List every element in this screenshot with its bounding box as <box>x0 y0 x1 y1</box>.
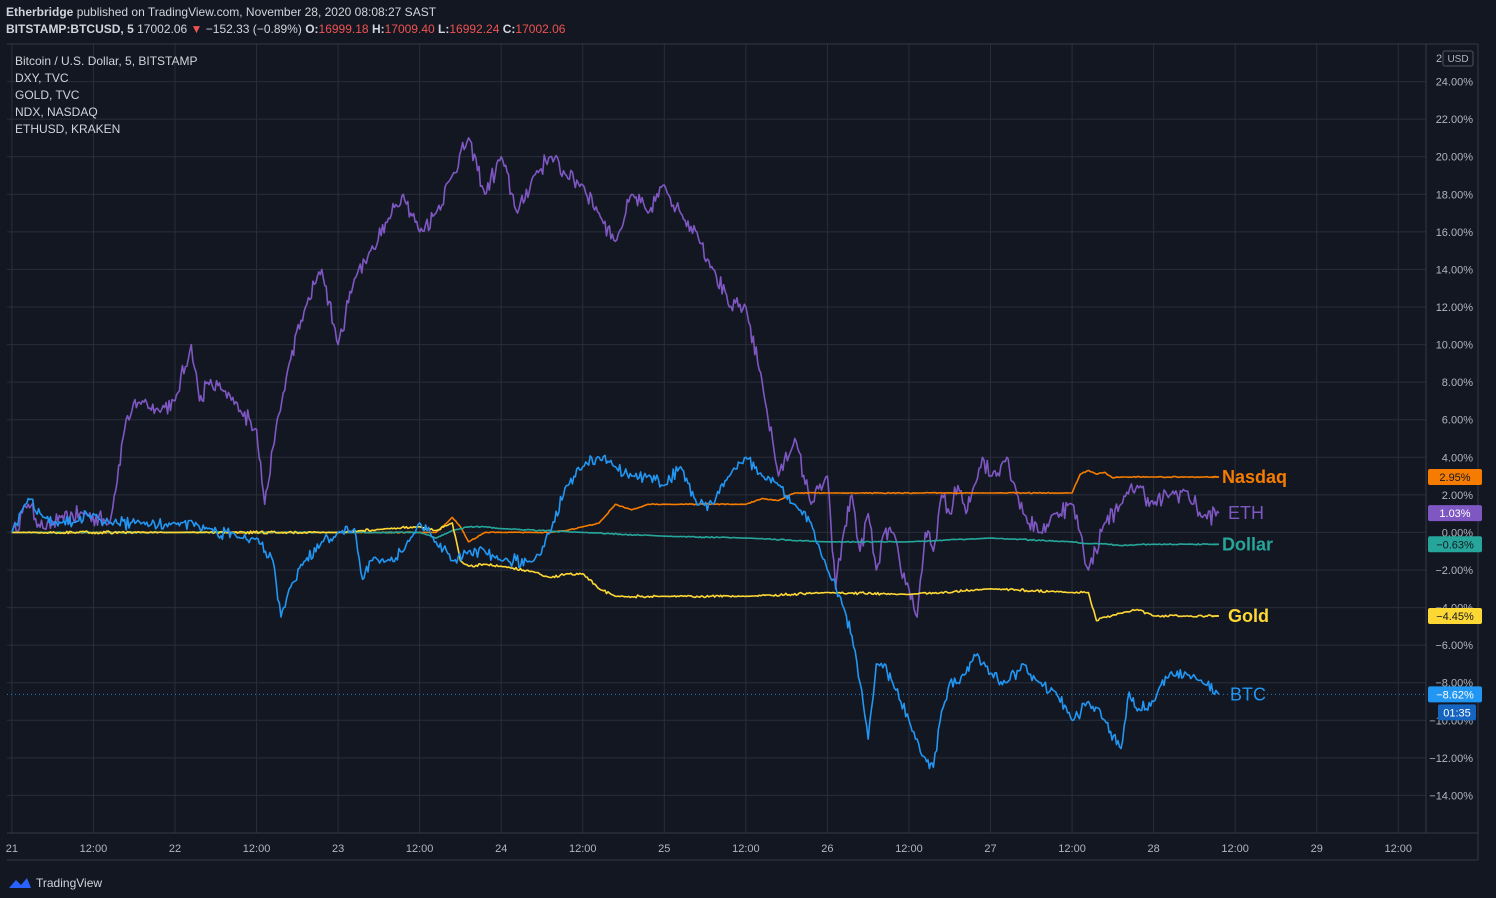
low-label: L: <box>438 22 450 36</box>
open-value: 16999.18 <box>318 22 369 36</box>
price-badge-btc: −8.62% <box>1436 689 1474 701</box>
tradingview-footer[interactable]: TradingView <box>8 876 102 890</box>
last-price: 17002.06 <box>137 22 188 36</box>
y-tick-label-6: 12.00% <box>1436 302 1474 314</box>
y-tick-label-3: 18.00% <box>1436 189 1474 201</box>
legend-item-dxy[interactable]: DXY, TVC <box>15 71 69 85</box>
legend-item-ndx[interactable]: NDX, NASDAQ <box>15 105 98 119</box>
price-badge-box-gold <box>1428 608 1482 625</box>
series-name-label-btc: BTC <box>1230 684 1266 704</box>
btc-countdown-box <box>1438 704 1476 721</box>
y-tick-label-19: −14.00% <box>1429 790 1473 802</box>
y-tick-label-8: 8.00% <box>1442 377 1473 389</box>
y-tick-label-11: 2.00% <box>1442 490 1473 502</box>
y-tick-label-18: −12.00% <box>1429 753 1473 765</box>
y-tick-label-15: −6.00% <box>1435 640 1473 652</box>
y-tick-label-4: 16.00% <box>1436 227 1474 239</box>
y-tick-label-2: 20.00% <box>1436 152 1474 164</box>
btc-countdown-badge: 01:35 <box>1443 707 1471 719</box>
high-value: 17009.40 <box>384 22 435 36</box>
x-tick-label-11: 12:00 <box>895 843 923 855</box>
x-tick-label-6: 24 <box>495 843 507 855</box>
x-tick-label-16: 29 <box>1311 843 1323 855</box>
y-tick-label-5: 14.00% <box>1436 264 1474 276</box>
price-badge-box-btc <box>1428 686 1482 703</box>
y-tick-label-1: 22.00% <box>1436 114 1474 126</box>
x-tick-label-9: 12:00 <box>732 843 760 855</box>
author-name[interactable]: Etherbridge <box>6 5 74 19</box>
series-line-eth <box>11 137 1220 618</box>
price-badge-dollar: −0.63% <box>1436 539 1474 551</box>
series-line-btc <box>11 454 1220 770</box>
close-label: C: <box>502 22 516 36</box>
symbol-line: BITSTAMP:BTCUSD, 5 17002.06 ▼ −152.33 (−… <box>6 22 565 36</box>
y-tick-label-7: 10.00% <box>1436 340 1474 352</box>
open-label: O: <box>305 22 319 36</box>
y-tick-label-9: 6.00% <box>1442 415 1473 427</box>
series-legend: Bitcoin / U.S. Dollar, 5, BITSTAMP DXY, … <box>15 53 198 138</box>
series-name-label-eth: ETH <box>1228 503 1264 523</box>
series-name-label-gold: Gold <box>1228 606 1269 626</box>
series-name-label-nasdaq: Nasdaq <box>1222 467 1287 487</box>
tradingview-logo-icon <box>9 878 31 888</box>
y-tick-label-13: −2.00% <box>1435 565 1473 577</box>
price-badge-nasdaq: 2.95% <box>1439 472 1470 484</box>
price-badge-box-eth <box>1428 505 1482 522</box>
x-tick-label-0: 21 <box>6 843 18 855</box>
x-tick-label-17: 12:00 <box>1385 843 1413 855</box>
x-tick-label-3: 12:00 <box>243 843 271 855</box>
x-tick-label-2: 22 <box>169 843 181 855</box>
legend-item-eth[interactable]: ETHUSD, KRAKEN <box>15 122 121 136</box>
x-tick-label-15: 12:00 <box>1221 843 1249 855</box>
low-value: 16992.24 <box>449 22 500 36</box>
x-tick-label-7: 12:00 <box>569 843 597 855</box>
x-tick-label-10: 26 <box>821 843 833 855</box>
x-tick-label-1: 12:00 <box>80 843 108 855</box>
legend-item-btc[interactable]: Bitcoin / U.S. Dollar, 5, BITSTAMP <box>15 54 198 68</box>
x-tick-label-13: 12:00 <box>1058 843 1086 855</box>
publish-line: Etherbridge published on TradingView.com… <box>6 5 436 19</box>
x-tick-label-8: 25 <box>658 843 670 855</box>
price-badge-gold: −4.45% <box>1436 611 1474 623</box>
published-text: published on TradingView.com, November 2… <box>76 5 437 19</box>
x-tick-label-14: 28 <box>1147 843 1159 855</box>
price-badge-box-nasdaq <box>1428 469 1482 486</box>
x-tick-label-5: 12:00 <box>406 843 434 855</box>
tradingview-brand: TradingView <box>36 876 103 890</box>
price-badge-box-dollar <box>1428 536 1482 553</box>
x-tick-label-12: 27 <box>984 843 996 855</box>
x-tick-label-4: 23 <box>332 843 344 855</box>
close-value: 17002.06 <box>515 22 566 36</box>
series-name-label-dollar: Dollar <box>1222 534 1273 554</box>
currency-badge: USD <box>1447 54 1468 65</box>
y-axis-top-label: 2 <box>1436 53 1442 65</box>
down-arrow-icon: ▼ <box>190 22 203 36</box>
price-change: −152.33 (−0.89%) <box>205 22 302 36</box>
y-tick-label-0: 24.00% <box>1436 77 1474 89</box>
high-label: H: <box>371 22 385 36</box>
series-line-gold <box>11 522 1220 622</box>
symbol-name[interactable]: BITSTAMP:BTCUSD, 5 <box>6 22 134 36</box>
currency-badge-box <box>1442 50 1474 67</box>
legend-item-gold[interactable]: GOLD, TVC <box>15 88 80 102</box>
y-tick-label-10: 4.00% <box>1442 452 1473 464</box>
price-badge-eth: 1.03% <box>1439 508 1470 520</box>
